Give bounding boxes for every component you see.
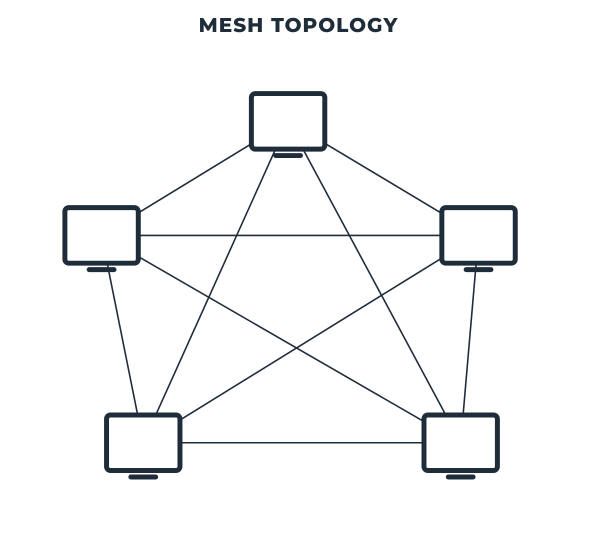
computer-node — [65, 208, 138, 272]
nodes-group — [65, 94, 515, 480]
computer-node — [442, 208, 515, 272]
edge — [463, 263, 476, 415]
diagram-title: MESH TOPOLOGY — [0, 0, 597, 38]
monitor-stand — [87, 267, 117, 272]
edges-group — [107, 143, 476, 442]
monitor-stand — [464, 267, 494, 272]
edge — [180, 258, 442, 420]
monitor-stand — [128, 474, 158, 479]
edge — [325, 143, 442, 213]
mesh-topology-diagram — [0, 38, 597, 535]
monitor-stand — [446, 474, 476, 479]
edge — [303, 149, 446, 415]
computer-node — [424, 415, 497, 479]
edge — [138, 257, 424, 422]
computer-node — [251, 94, 324, 158]
computer-node — [107, 415, 180, 479]
edge — [138, 144, 251, 213]
edge — [107, 263, 138, 415]
monitor-stand — [273, 153, 303, 158]
edge — [156, 149, 276, 415]
